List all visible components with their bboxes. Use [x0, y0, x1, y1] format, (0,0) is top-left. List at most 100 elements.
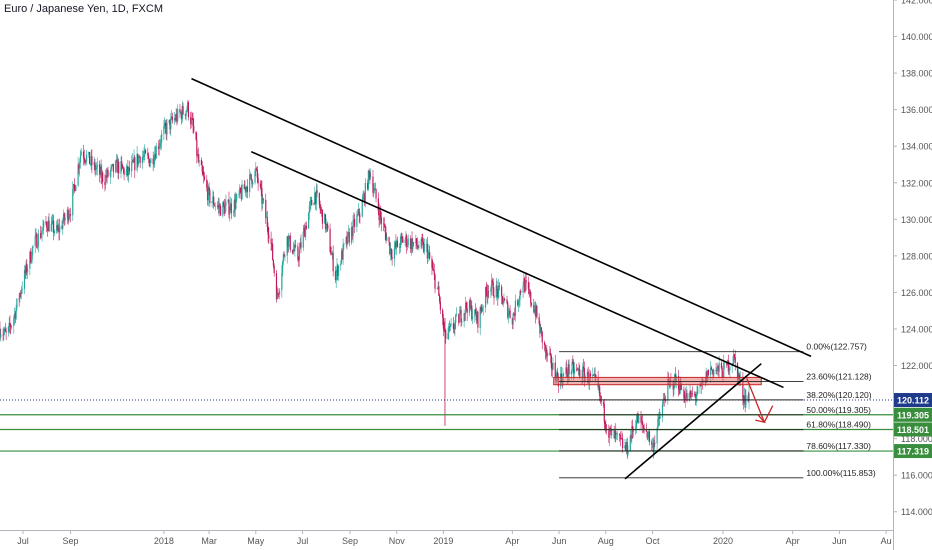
candle-body — [8, 322, 10, 327]
candle-body — [734, 357, 736, 363]
candle-body — [295, 245, 297, 247]
candle-body — [208, 187, 210, 191]
y-tick-label: 118.000 — [901, 434, 932, 444]
candle-body — [233, 199, 235, 213]
candle-body — [643, 427, 645, 430]
candle-body — [691, 393, 693, 394]
candle-body — [454, 322, 456, 330]
candle-body — [278, 293, 280, 295]
candle-body — [491, 280, 493, 289]
candle-body — [91, 156, 93, 166]
price-axis[interactable]: 114.000116.000118.000120.000122.000124.0… — [893, 0, 932, 550]
candle-body — [611, 429, 613, 431]
candle-body — [519, 290, 521, 300]
candle-body — [428, 252, 430, 254]
candle-body — [507, 303, 509, 318]
candle-body — [350, 227, 353, 243]
candle-body — [600, 396, 602, 403]
candle-body — [412, 242, 414, 250]
candle-body — [169, 119, 171, 130]
candle-body — [684, 395, 687, 401]
candle-body — [723, 362, 726, 364]
candle-body — [573, 363, 575, 374]
candle-body — [184, 114, 186, 116]
candle-body — [13, 313, 16, 318]
candle-body — [222, 202, 224, 216]
candle-body — [155, 146, 157, 159]
candle-body — [455, 314, 458, 316]
candle-body — [15, 308, 17, 319]
candle-body — [461, 321, 463, 323]
candle-body — [241, 184, 243, 199]
candle-body — [434, 274, 436, 289]
candle-body — [273, 265, 275, 274]
candle-body — [137, 153, 139, 164]
candle-body — [539, 323, 541, 334]
price-label-bg — [894, 444, 932, 459]
candle-body — [372, 176, 374, 193]
candle-body — [385, 232, 387, 241]
candle-body — [321, 209, 324, 224]
candle-body — [211, 201, 213, 204]
candle-body — [433, 270, 435, 275]
candle-body — [180, 112, 183, 120]
candle-body — [497, 289, 499, 298]
candle-body — [309, 201, 311, 206]
candle-body — [5, 331, 7, 333]
candle-body — [699, 384, 701, 387]
candle-body — [216, 205, 219, 207]
candle-body — [476, 311, 478, 321]
candle-body — [286, 236, 288, 256]
candle-body — [511, 317, 513, 325]
candle-body — [506, 299, 508, 304]
candle-body — [340, 250, 343, 264]
candle-body — [550, 355, 553, 369]
candle-body — [304, 225, 307, 238]
candle-body — [479, 307, 481, 328]
candle-body — [707, 370, 710, 376]
candle-body — [388, 237, 390, 243]
candle-body — [545, 349, 547, 353]
candle-body — [104, 182, 106, 185]
candle-body — [30, 251, 32, 263]
candle-body — [396, 240, 398, 248]
candle-body — [579, 369, 581, 377]
candle-body — [743, 395, 746, 403]
candle-body — [720, 362, 723, 369]
candle-body — [136, 153, 138, 171]
x-tick-label: Apr — [505, 536, 519, 546]
candle-body — [62, 213, 65, 223]
candle-body — [102, 172, 104, 183]
candle-body — [738, 372, 740, 380]
candles — [0, 99, 750, 459]
candle-body — [422, 240, 424, 242]
candle-body — [95, 167, 98, 170]
candle-body — [416, 245, 418, 247]
candle-body — [527, 282, 530, 289]
time-axis[interactable]: Jul Sep 2018 Mar May Jul Sep Nov 2019 Apr Jun Aug Oc… — [0, 530, 893, 546]
candle-body — [475, 313, 477, 321]
candle-body — [552, 362, 554, 370]
candle-body — [268, 234, 270, 239]
candle-body — [423, 243, 425, 252]
candle-body — [229, 210, 231, 215]
candle-body — [550, 354, 552, 356]
candle-body — [154, 153, 156, 162]
candle-body — [411, 238, 413, 250]
candle-body — [364, 182, 366, 203]
candle-body — [474, 309, 476, 317]
candle-body — [330, 252, 332, 255]
candle-body — [281, 272, 283, 291]
candle-body — [598, 386, 600, 388]
candle-body — [363, 193, 365, 198]
candle-body — [370, 176, 372, 178]
candle-body — [69, 214, 71, 217]
candle-body — [546, 352, 549, 357]
candle-body — [402, 238, 404, 243]
candle-body — [20, 290, 23, 294]
candle-body — [534, 309, 536, 317]
candle-body — [305, 225, 307, 229]
candle-body — [492, 281, 494, 296]
y-tick-label: 140.000 — [901, 32, 932, 42]
